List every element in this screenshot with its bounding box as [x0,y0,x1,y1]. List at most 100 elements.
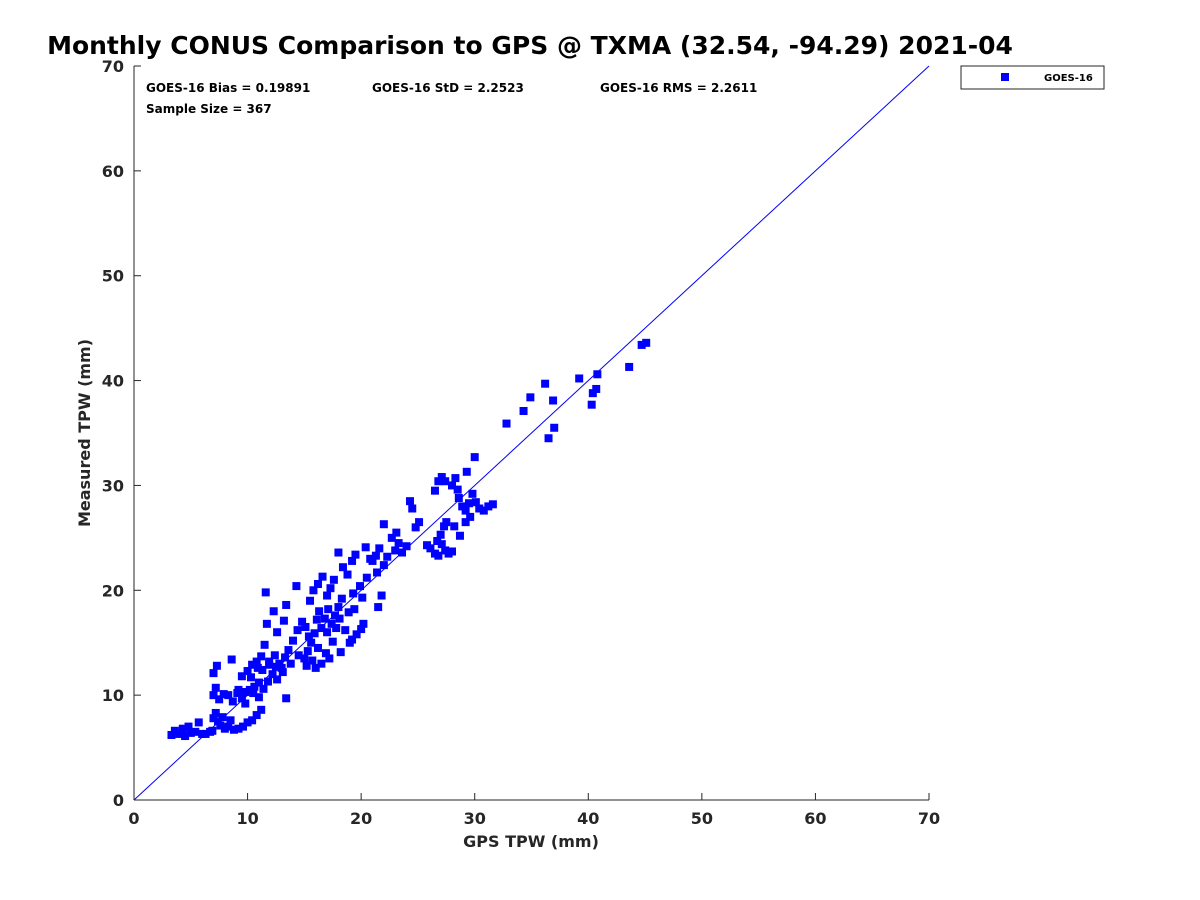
data-point [293,626,302,635]
data-point [336,648,345,657]
data-point [308,656,317,665]
data-point [248,716,257,725]
data-point [257,705,266,714]
data-point [470,453,479,462]
data-point [170,726,179,735]
data-point [303,647,312,656]
data-point [254,693,263,702]
x-tick-label: 70 [918,809,940,828]
data-point [488,500,497,509]
data-point [592,384,601,393]
data-point [541,379,550,388]
data-point [312,615,321,624]
data-point [362,573,371,582]
x-tick-label: 0 [128,809,139,828]
y-tick-label: 40 [102,372,124,391]
data-point [178,724,187,733]
data-point [252,711,261,720]
data-point [338,563,347,572]
data-point [248,660,257,669]
data-point [234,724,243,733]
data-point [379,561,388,570]
data-point [350,605,359,614]
data-point [575,374,584,383]
data-point [361,543,370,552]
data-point [224,691,233,700]
data-point [387,533,396,542]
data-point [261,588,270,597]
data-point [433,537,442,546]
data-point [226,716,235,725]
data-point [211,683,220,692]
data-point [329,575,338,584]
data-point [434,551,443,560]
data-point [181,732,190,741]
x-tick-label: 40 [577,809,599,828]
data-point [321,649,330,658]
data-point [310,629,319,638]
x-tick-label: 20 [350,809,372,828]
data-point [313,579,322,588]
data-point [471,498,480,507]
data-point [458,502,467,511]
x-tick-label: 60 [804,809,826,828]
data-point [479,506,488,515]
data-point [243,718,252,727]
y-tick-label: 50 [102,267,124,286]
data-point [359,619,368,628]
data-point [278,668,287,677]
data-point [356,582,365,591]
data-point [194,718,203,727]
data-point [246,673,255,682]
data-point [324,605,333,614]
data-point [379,520,388,529]
data-point [260,640,269,649]
legend-marker [1001,73,1009,81]
data-point [277,663,286,672]
legend-box [960,65,1105,90]
data-point [402,542,411,551]
x-axis-label: GPS TPW (mm) [463,832,599,851]
data-point [349,589,358,598]
data-point [440,522,449,531]
data-point [307,638,316,647]
data-point [430,486,439,495]
data-point [268,670,277,679]
rms-stat: GOES-16 RMS = 2.2611 [600,81,757,95]
data-point [588,389,597,398]
data-point [317,624,326,633]
data-point [281,653,290,662]
data-point [282,600,291,609]
data-point [229,725,238,734]
data-point [214,717,223,726]
data-point [371,551,380,560]
data-point [357,625,366,634]
legend-label: GOES-16 [1044,73,1093,84]
data-point [461,506,470,515]
data-point [249,689,258,698]
data-point [341,626,350,635]
data-point [468,489,477,498]
data-point [328,637,337,646]
x-tick-label: 10 [236,809,258,828]
data-point [331,611,340,620]
data-point [345,638,354,647]
data-point [334,603,343,612]
data-point [273,628,282,637]
data-point [292,582,301,591]
y-tick-label: 60 [102,162,124,181]
data-point [437,473,446,482]
bias-stat: GOES-16 Bias = 0.19891 [146,81,310,95]
data-point [252,657,261,666]
data-point [212,661,221,670]
data-point [519,406,528,415]
data-point [448,481,456,490]
data-point [243,667,252,676]
data-point [391,546,400,555]
data-point [257,652,266,661]
data-point [320,614,329,623]
y-tick-label: 10 [102,686,124,705]
data-point [219,690,228,699]
data-point [434,477,443,486]
data-point [241,699,250,708]
